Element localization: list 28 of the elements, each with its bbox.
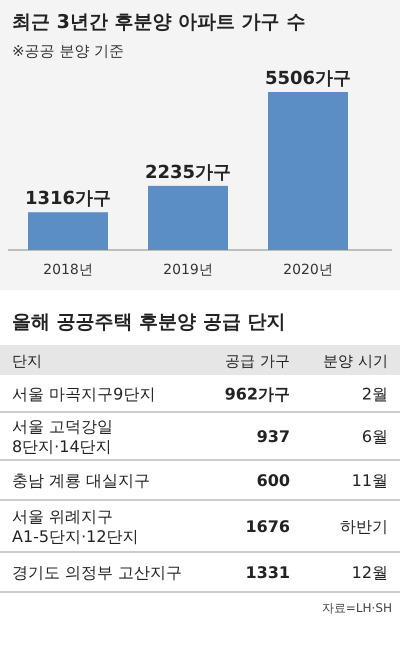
text: 분양 시기 [323,352,388,370]
text: 12월 [352,563,388,582]
text: 2월 [362,384,388,404]
text: 서울 위례지구 A1-5단지·12단지 [12,507,139,546]
chart-title: 최근 3년간 후분양 아파트 가구 수 [12,11,306,33]
text: 서울 고덕강일 8단지·14단지 [12,417,114,456]
x-tick-label: 2020년 [283,262,333,278]
text: 1331 [245,563,290,582]
chart-subtitle: ※공공 분양 기준 [12,42,124,60]
text: 6월 [362,427,388,446]
text: 서울 마곡지구9단지 [12,384,156,404]
x-tick-label: 2018년 [43,262,93,278]
data-label: 1316가구 [24,188,112,210]
text: 937 [256,427,290,446]
text: 11월 [352,471,388,490]
text: 경기도 의정부 고산지구 [12,563,182,582]
text: 1676 [245,517,290,536]
text: 올해 공공주택 후분양 공급 단지 [12,311,286,333]
text: 600 [256,471,290,490]
text: 하반기 [340,517,388,536]
text: 공급 가구 [225,352,290,370]
data-label: 2235가구 [144,162,232,183]
data-label: 5506가구 [264,68,352,89]
x-tick-label: 2019년 [163,262,213,278]
text: 자료=LH·SH [322,601,392,615]
text: 962가구 [224,384,290,404]
text: 단지 [12,352,42,370]
text: 충남 계룡 대실지구 [12,471,150,490]
